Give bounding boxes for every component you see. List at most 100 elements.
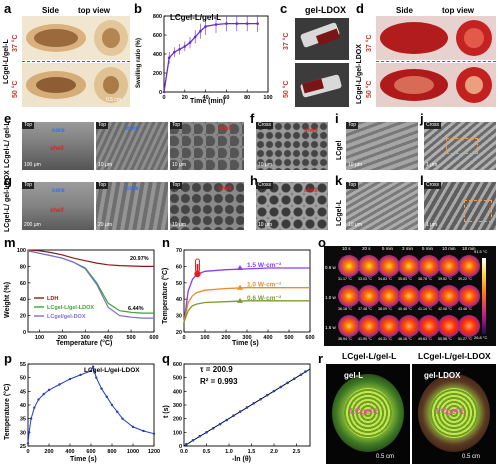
legend-label: 0.6 W·cm⁻² xyxy=(247,295,282,302)
panel-label-f: f xyxy=(250,111,255,126)
panel-label-n: n xyxy=(162,235,170,250)
heatmap-row-label: 1.5 w xyxy=(325,325,336,330)
heatmap-value: 41.14 °C xyxy=(418,307,433,311)
y-tick-label: 30 xyxy=(176,314,182,320)
x-tick-label: 800 xyxy=(107,449,116,455)
x-tick-label: 400 xyxy=(104,335,113,341)
chart-p-title: LCgel-L/gel-LDOX xyxy=(84,367,140,374)
panel-f-shell-label: shell xyxy=(304,128,318,134)
data-point xyxy=(245,22,249,25)
data-point xyxy=(184,443,188,446)
chart-q: 0.0 0.5 1.0 1.5 2.0 2.5 0 100 200 300 400 500 600 xyxy=(173,362,311,455)
panel-d-divider xyxy=(376,61,496,62)
panel-f-scale: 10 μm xyxy=(258,162,272,168)
data-point xyxy=(204,25,207,28)
panel-r-left-photo: gel-L LCgel-L 0.5 cm xyxy=(326,364,410,464)
panel-d-photo-50c xyxy=(376,63,496,107)
panel-d-37c-label: 37 °C xyxy=(366,34,373,52)
data-point xyxy=(152,432,156,435)
heatmap-spot xyxy=(418,255,440,277)
panel-e-sem-2: Top core 10 μm xyxy=(96,122,168,170)
panel-r-right-inner-label: LCgel-L xyxy=(436,407,466,416)
data-point xyxy=(58,383,61,386)
panel-label-e: e xyxy=(4,111,12,126)
data-point xyxy=(121,417,124,420)
data-point xyxy=(33,406,36,409)
panel-r-right-title: LCgel-L/gel-LDOX xyxy=(418,351,491,361)
panel-a-photo-37c xyxy=(22,16,130,60)
panel-c-50c-label: 50 °C xyxy=(283,80,290,98)
heatmap-row-label: 0.6 w xyxy=(325,265,336,270)
y-tick-label: 40 xyxy=(176,297,182,303)
panel-e-scale-2: 10 μm xyxy=(98,162,112,168)
panel-l-highlight xyxy=(464,200,492,222)
panel-r-right-photo: gel-LDOX LCgel-L 0.5 cm xyxy=(412,364,496,464)
x-tick-label: 0 xyxy=(26,449,29,455)
x-tick-label: 200 xyxy=(58,335,67,341)
heatmap-spot xyxy=(358,315,380,337)
data-point xyxy=(188,41,192,44)
data-point xyxy=(37,398,40,401)
x-tick-label: 400 xyxy=(263,335,272,341)
panel-g-shell-label-3: shell xyxy=(218,186,232,192)
series-line xyxy=(27,250,154,319)
panel-f-cross-tag: Cross xyxy=(256,122,274,129)
panel-j-sem: Cross 1 μm xyxy=(424,122,496,170)
data-point xyxy=(162,90,166,94)
panel-k-sample-label: LCgel-L xyxy=(336,199,343,226)
chart-p: 0 200 400 600 800 1000 1200 25 30 35 40 45 50 55 xyxy=(20,362,160,455)
heatmap-spot xyxy=(338,255,360,277)
panel-r-left-title: LCgel-L/gel-L xyxy=(342,351,397,361)
x-tick-label: 400 xyxy=(65,449,74,455)
data-point xyxy=(211,426,215,430)
panel-r-right-scale: 0.5 cm xyxy=(462,454,481,460)
y-tick-label: 500 xyxy=(173,376,182,382)
y-tick-label: 600 xyxy=(153,33,162,39)
heatmap-spot xyxy=(378,315,400,337)
y-tick-label: 60 xyxy=(176,264,182,270)
heatmap-value: 49.63 °C xyxy=(418,337,433,341)
heatmap-column-label: 3 min xyxy=(402,246,414,251)
panel-i-sample-label: LCgel xyxy=(336,140,343,160)
y-tick-label: 400 xyxy=(153,52,162,58)
y-tick-label: 0 xyxy=(159,90,162,96)
annotation: 6.44% xyxy=(128,306,144,312)
x-tick-label: 200 xyxy=(221,335,230,341)
data-point xyxy=(198,434,202,438)
y-tick-label: 45 xyxy=(20,389,26,395)
panel-g-top-tag-3: Top xyxy=(170,182,183,189)
y-tick-label: 55 xyxy=(20,362,26,368)
y-tick-label: 50 xyxy=(20,376,26,382)
panel-h-cross-tag: Cross xyxy=(256,182,274,189)
panel-g-core-label-2: core xyxy=(126,186,139,192)
heatmap-value: 35.83 °C xyxy=(398,277,413,281)
y-tick-label: 40 xyxy=(20,403,26,409)
panel-d-side-label: Side xyxy=(396,6,413,15)
x-tick-label: 0.5 xyxy=(203,449,211,455)
panel-label-r: r xyxy=(318,351,324,366)
heatmap-column-label: 5 min xyxy=(382,246,394,251)
colorbar-label: 26.8 °C xyxy=(474,335,488,340)
x-tick-label: 1000 xyxy=(127,449,139,455)
heatmap-column-label: 10 s xyxy=(342,246,351,251)
panel-g-core-label-1: core xyxy=(52,188,65,194)
heatmap-value: 33.03 °C xyxy=(358,277,373,281)
data-point xyxy=(191,438,195,442)
y-tick-label: 0 xyxy=(179,444,182,450)
chart-b-xlabel: Time (min) xyxy=(190,98,226,105)
panel-r-left-inner-label: LCgel-L xyxy=(350,407,380,416)
panel-e-top-tag-3: Top xyxy=(170,122,183,129)
heatmap-column-label: 5 min xyxy=(422,246,434,251)
heatmap-spot xyxy=(398,285,420,307)
legend-label: 1.0 W·cm⁻² xyxy=(247,282,282,289)
panel-a-scale: 0.5 cm xyxy=(106,97,122,103)
panel-r-left-scale: 0.5 cm xyxy=(376,454,395,460)
panel-g-sem-2: Top core 20 μm xyxy=(96,182,168,230)
data-point xyxy=(167,56,171,60)
chart-p-ylabel: Temperature (°C) xyxy=(4,383,11,440)
heatmap-value: 51.27 °C xyxy=(458,337,473,341)
panel-label-q: q xyxy=(162,351,170,366)
data-point xyxy=(42,392,45,396)
y-tick-label: 50 xyxy=(176,281,182,287)
data-point xyxy=(218,422,222,426)
